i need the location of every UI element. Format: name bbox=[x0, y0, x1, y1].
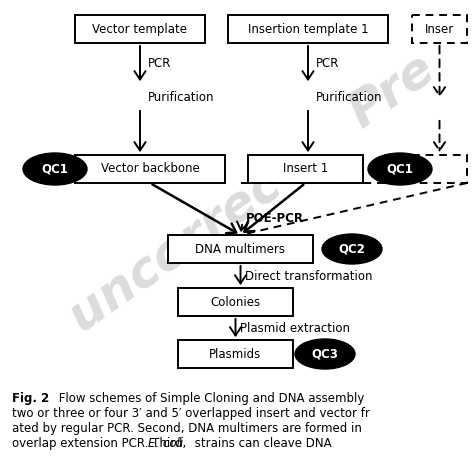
Bar bbox=[75, 155, 225, 183]
FancyArrowPatch shape bbox=[230, 319, 241, 336]
Text: Insertion template 1: Insertion template 1 bbox=[248, 22, 368, 36]
Ellipse shape bbox=[322, 234, 382, 264]
Text: Direct transformation: Direct transformation bbox=[246, 270, 373, 283]
Text: Fig. 2: Fig. 2 bbox=[12, 392, 49, 405]
Text: Vector backbone: Vector backbone bbox=[100, 163, 200, 175]
FancyArrowPatch shape bbox=[153, 184, 236, 233]
Text: Flow schemes of Simple Cloning and DNA assembly: Flow schemes of Simple Cloning and DNA a… bbox=[55, 392, 365, 405]
Bar bbox=[412, 15, 467, 43]
Text: Pre: Pre bbox=[340, 44, 444, 137]
FancyArrowPatch shape bbox=[302, 111, 314, 150]
Text: Inser: Inser bbox=[425, 22, 454, 36]
Text: E. coli: E. coli bbox=[148, 437, 183, 450]
Text: Plasmid extraction: Plasmid extraction bbox=[240, 321, 350, 335]
Bar bbox=[248, 155, 363, 183]
FancyArrowPatch shape bbox=[135, 111, 146, 150]
Text: PCR: PCR bbox=[316, 56, 339, 70]
FancyArrowPatch shape bbox=[434, 46, 445, 95]
FancyArrowPatch shape bbox=[245, 185, 303, 232]
Text: ated by regular PCR. Second, DNA multimers are formed in: ated by regular PCR. Second, DNA multime… bbox=[12, 422, 362, 435]
Text: strains can cleave DNA: strains can cleave DNA bbox=[191, 437, 332, 450]
Bar bbox=[75, 15, 205, 43]
Text: PCR: PCR bbox=[148, 56, 172, 70]
Ellipse shape bbox=[23, 153, 87, 185]
Text: QC1: QC1 bbox=[42, 163, 68, 175]
FancyArrowPatch shape bbox=[302, 46, 314, 80]
Text: QC2: QC2 bbox=[338, 243, 365, 255]
Bar bbox=[178, 340, 293, 368]
Bar bbox=[412, 155, 467, 183]
Text: QC1: QC1 bbox=[387, 163, 413, 175]
Text: two or three or four 3′ and 5′ overlapped insert and vector fr: two or three or four 3′ and 5′ overlappe… bbox=[12, 407, 370, 420]
Ellipse shape bbox=[295, 339, 355, 369]
Text: POE-PCR: POE-PCR bbox=[246, 211, 303, 225]
Text: QC3: QC3 bbox=[311, 347, 338, 361]
Text: Colonies: Colonies bbox=[210, 295, 261, 309]
Text: Purification: Purification bbox=[148, 91, 215, 103]
FancyArrowPatch shape bbox=[434, 121, 445, 150]
Ellipse shape bbox=[368, 153, 432, 185]
FancyArrowPatch shape bbox=[235, 266, 246, 283]
Text: Vector template: Vector template bbox=[92, 22, 188, 36]
Text: Insert 1: Insert 1 bbox=[283, 163, 328, 175]
Text: overlap extension PCR. Third,: overlap extension PCR. Third, bbox=[12, 437, 190, 450]
Text: uncorrec: uncorrec bbox=[60, 159, 291, 341]
Bar bbox=[168, 235, 313, 263]
Bar bbox=[228, 15, 388, 43]
Text: Purification: Purification bbox=[316, 91, 383, 103]
Text: Plasmids: Plasmids bbox=[210, 347, 262, 361]
FancyArrowPatch shape bbox=[237, 221, 248, 230]
Text: DNA multimers: DNA multimers bbox=[195, 243, 285, 255]
FancyArrowPatch shape bbox=[135, 46, 146, 80]
Bar bbox=[178, 288, 293, 316]
